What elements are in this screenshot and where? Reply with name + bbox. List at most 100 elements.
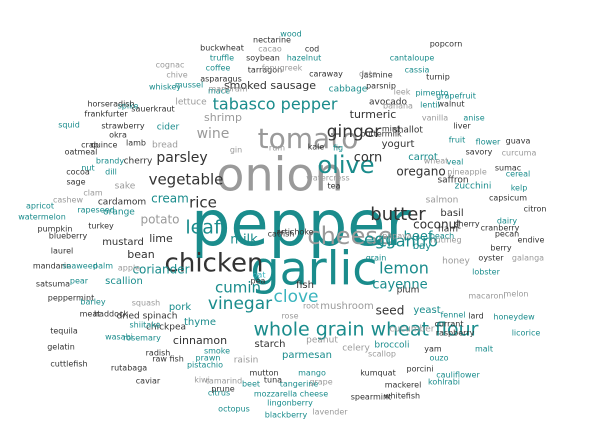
word-tabasco-pepper: tabasco pepper: [213, 95, 338, 114]
word-cheese: cheese: [307, 222, 392, 250]
word-fish: fish: [296, 280, 314, 291]
word-coriander: coriander: [132, 263, 189, 277]
word-watercress: watercress: [306, 174, 349, 183]
word-saffron: saffron: [437, 176, 468, 186]
word-veal: veal: [447, 158, 464, 167]
word-ham: ham: [438, 225, 458, 235]
word-walnut: walnut: [438, 100, 465, 109]
word-wheat: wheat: [424, 157, 449, 166]
word-lime: lime: [149, 232, 173, 245]
word-bread: bread: [152, 141, 178, 151]
word-cucumber: cucumber: [389, 325, 434, 335]
word-frankfurter: frankfurter: [84, 110, 128, 119]
word-peppermint: peppermint: [48, 294, 94, 303]
word-broccoli: broccoli: [374, 341, 409, 351]
word-grain: grain: [366, 254, 387, 263]
word-lavender: lavender: [312, 408, 348, 417]
word-sage: sage: [66, 178, 85, 187]
word-kiwi: kiwi: [194, 376, 210, 385]
word-honey: honey: [442, 257, 470, 267]
word-citron: citron: [524, 205, 547, 214]
word-smoke: smoke: [204, 347, 230, 356]
word-cilantro: cilantro: [378, 232, 438, 251]
word-mussel: mussel: [175, 81, 203, 90]
word-tamarind: tamarind: [206, 377, 242, 386]
word-squash: squash: [132, 299, 160, 308]
word-cacao: cacao: [258, 45, 282, 54]
word-okra: okra: [109, 131, 127, 140]
word-oregano: oregano: [396, 165, 445, 179]
word-seaweed: seaweed: [62, 262, 97, 271]
word-carrot: carrot: [408, 152, 438, 163]
word-mango: mango: [298, 369, 326, 378]
word-blueberry: blueberry: [49, 232, 88, 241]
word-palm: palm: [93, 262, 113, 271]
word-savory: savory: [466, 148, 493, 157]
word-catfish: catfish: [268, 230, 295, 239]
word-ouzo: ouzo: [429, 354, 448, 363]
word-mozzarella-cheese: mozzarella cheese: [254, 390, 328, 399]
word-artichoke: artichoke: [276, 228, 313, 237]
word-kelp: kelp: [511, 184, 528, 193]
word-peanut: peanut: [306, 336, 338, 346]
word-strawberry: strawberry: [101, 122, 144, 131]
word-cuttlefish: cuttlefish: [50, 360, 87, 369]
word-milk: milk: [230, 233, 258, 248]
word-garlic: garlic: [250, 242, 377, 296]
word-spike: spike: [118, 102, 139, 111]
word-oyster: oyster: [478, 254, 504, 263]
word-pecan: pecan: [495, 230, 519, 239]
word-corn: corn: [354, 151, 382, 166]
word-mandarin: mandarin: [33, 262, 71, 271]
word-banana: banana: [383, 102, 413, 111]
word-guava: guava: [506, 137, 531, 146]
word-papaya: papaya: [382, 232, 412, 241]
word-cranberry: cranberry: [481, 224, 520, 233]
word-peach: peach: [430, 232, 454, 241]
word-vegetable: vegetable: [149, 171, 224, 189]
word-octopus: octopus: [218, 405, 250, 414]
word-laurel: laurel: [51, 247, 73, 256]
word-lettuce: lettuce: [175, 98, 207, 108]
word-turkey: turkey: [88, 222, 114, 231]
word-fruit: fruit: [449, 136, 466, 145]
word-rice: rice: [189, 194, 217, 212]
word-date: date: [359, 70, 377, 79]
word-coconut: coconut: [413, 218, 461, 232]
word-salmon: salmon: [426, 196, 459, 206]
word-sherry: sherry: [454, 220, 480, 229]
word-chickpea: chickpea: [146, 323, 186, 333]
word-chive: chive: [166, 71, 187, 80]
word-dried-spinach: dried spinach: [117, 312, 178, 322]
word-asparagus: asparagus: [200, 75, 242, 84]
word-cider: cider: [157, 123, 180, 133]
word-tequila: tequila: [50, 327, 78, 336]
word-tarragon: tarragon: [248, 66, 282, 75]
word-pumpkin: pumpkin: [38, 225, 73, 234]
word-barley: barley: [80, 298, 105, 307]
word-radish: radish: [146, 349, 171, 358]
word-beef: beef: [404, 230, 433, 245]
word-dill: dill: [105, 168, 117, 177]
word-currant: currant: [434, 320, 463, 329]
word-capsicum: capsicum: [489, 194, 527, 203]
word-mutton: mutton: [249, 369, 278, 378]
word-cream: cream: [151, 192, 189, 206]
word-clam: clam: [83, 189, 103, 198]
word-dairy: dairy: [497, 217, 517, 226]
word-sake: sake: [115, 182, 136, 192]
word-vanilla: vanilla: [422, 114, 448, 123]
word-cod: cod: [305, 45, 319, 54]
word-cayenne: cayenne: [372, 278, 427, 293]
word-mint: mint: [382, 125, 400, 134]
word-liver: liver: [453, 122, 471, 131]
word-turnip: turnip: [426, 73, 450, 82]
word-apricot: apricot: [26, 202, 54, 211]
word-whiskey: whiskey: [149, 83, 181, 92]
word-pimento: pimento: [415, 89, 448, 98]
word-buttermilk: buttermilk: [360, 130, 402, 139]
word-celery: celery: [342, 344, 370, 354]
word-yogurt: yogurt: [382, 139, 415, 150]
word-pineapple: pineapple: [447, 168, 487, 177]
word-oat: oat: [253, 271, 266, 280]
